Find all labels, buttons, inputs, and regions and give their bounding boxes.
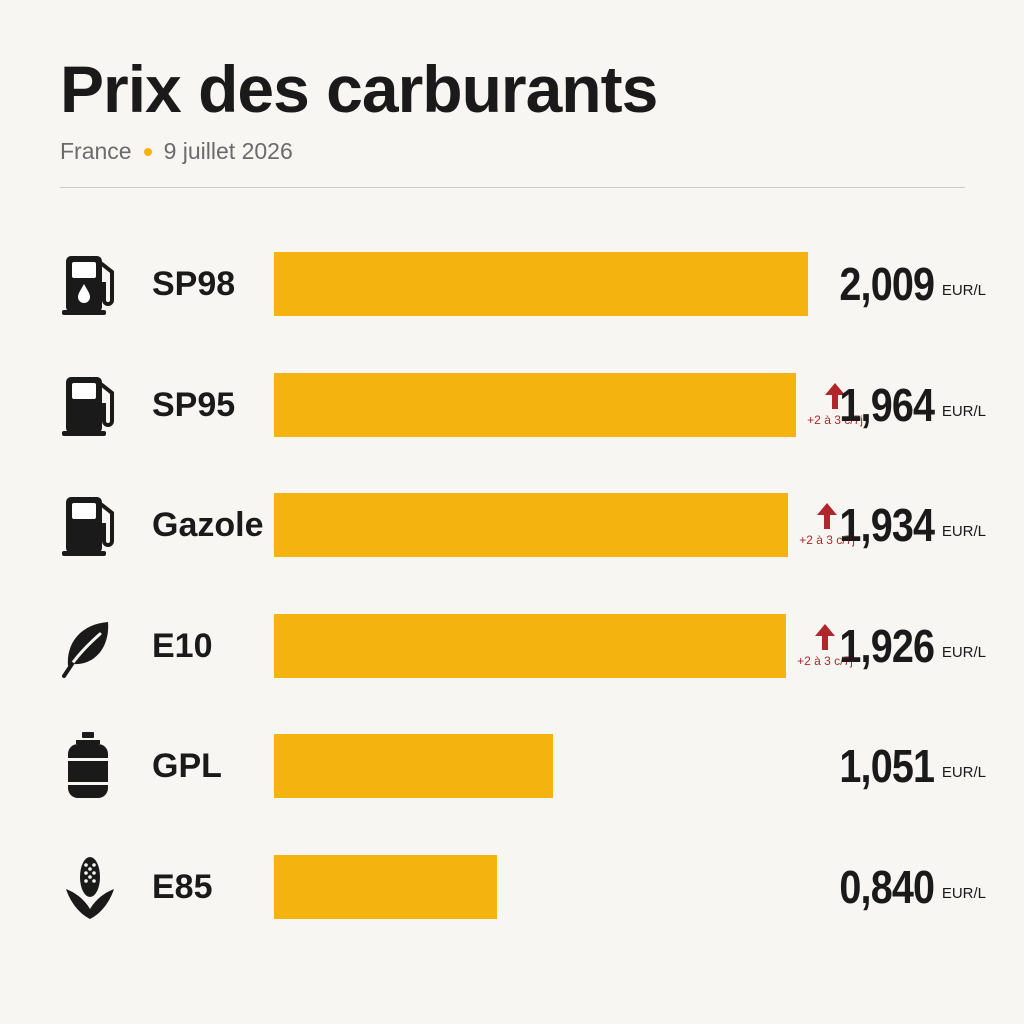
category-label: E85 [152,867,213,906]
date-label: 9 juillet 2026 [163,138,293,164]
unit-label: EUR/L [941,523,986,540]
value-label: 1,926 [839,619,935,672]
chart-row: GPL 1,051 EUR/L [0,732,1024,800]
trend-text: +2 à 3 c/7j [797,653,853,668]
trend-annotation: +2 à 3 c/7j [792,503,862,547]
value-label: 1,964 [839,378,935,431]
gas-cylinder-icon [52,732,128,800]
bar [274,493,789,557]
category-label: SP98 [152,265,236,303]
category-label: Gazole [152,506,264,544]
unit-label: EUR/L [941,282,986,299]
unit-label: EUR/L [941,884,986,902]
leaf-icon [52,612,128,680]
header-divider [60,187,965,188]
trend-annotation: +2 à 3 c/7j [790,623,860,668]
arrow-up-icon [814,623,835,650]
category-label: E10 [152,626,213,665]
trend-annotation: +2 à 3 c/7j [800,382,870,427]
chart-row: Gazole +2 à 3 c/7j 1,934 EUR/L [0,493,1024,557]
bar [274,734,554,798]
value-label: 1,934 [839,499,935,551]
fuel-pump-icon [52,491,128,559]
chart-row: SP98 2,009 EUR/L [0,252,1024,316]
separator-dot [143,147,152,156]
bar [274,854,498,919]
chart-row: E10 +2 à 3 c/7j 1,926 EUR/L [0,612,1024,680]
arrow-up-icon [817,503,838,529]
trend-text: +2 à 3 c/7j [807,412,863,427]
corn-icon [52,853,128,921]
category-label: GPL [152,747,222,785]
trend-text: +2 à 3 c/7j [799,533,855,547]
chart-row: SP95 +2 à 3 c/7j 1,964 EUR/L [0,371,1024,439]
subtitle: France 9 juillet 2026 [60,138,293,165]
arrow-up-icon [825,382,846,409]
unit-label: EUR/L [941,764,986,781]
bar [274,252,808,316]
value-label: 0,840 [839,860,935,913]
page-title: Prix des carburants [60,52,658,126]
fuel-pump-drop-icon [52,250,128,318]
bar [274,372,797,437]
fuel-pump-icon [52,371,128,439]
bar [274,613,786,678]
chart-row: E85 0,840 EUR/L [0,853,1024,921]
value-label: 2,009 [839,258,935,310]
country-label: France [60,138,132,164]
unit-label: EUR/L [941,643,986,661]
value-label: 1,051 [839,740,935,792]
unit-label: EUR/L [941,402,986,420]
category-label: SP95 [152,385,236,424]
